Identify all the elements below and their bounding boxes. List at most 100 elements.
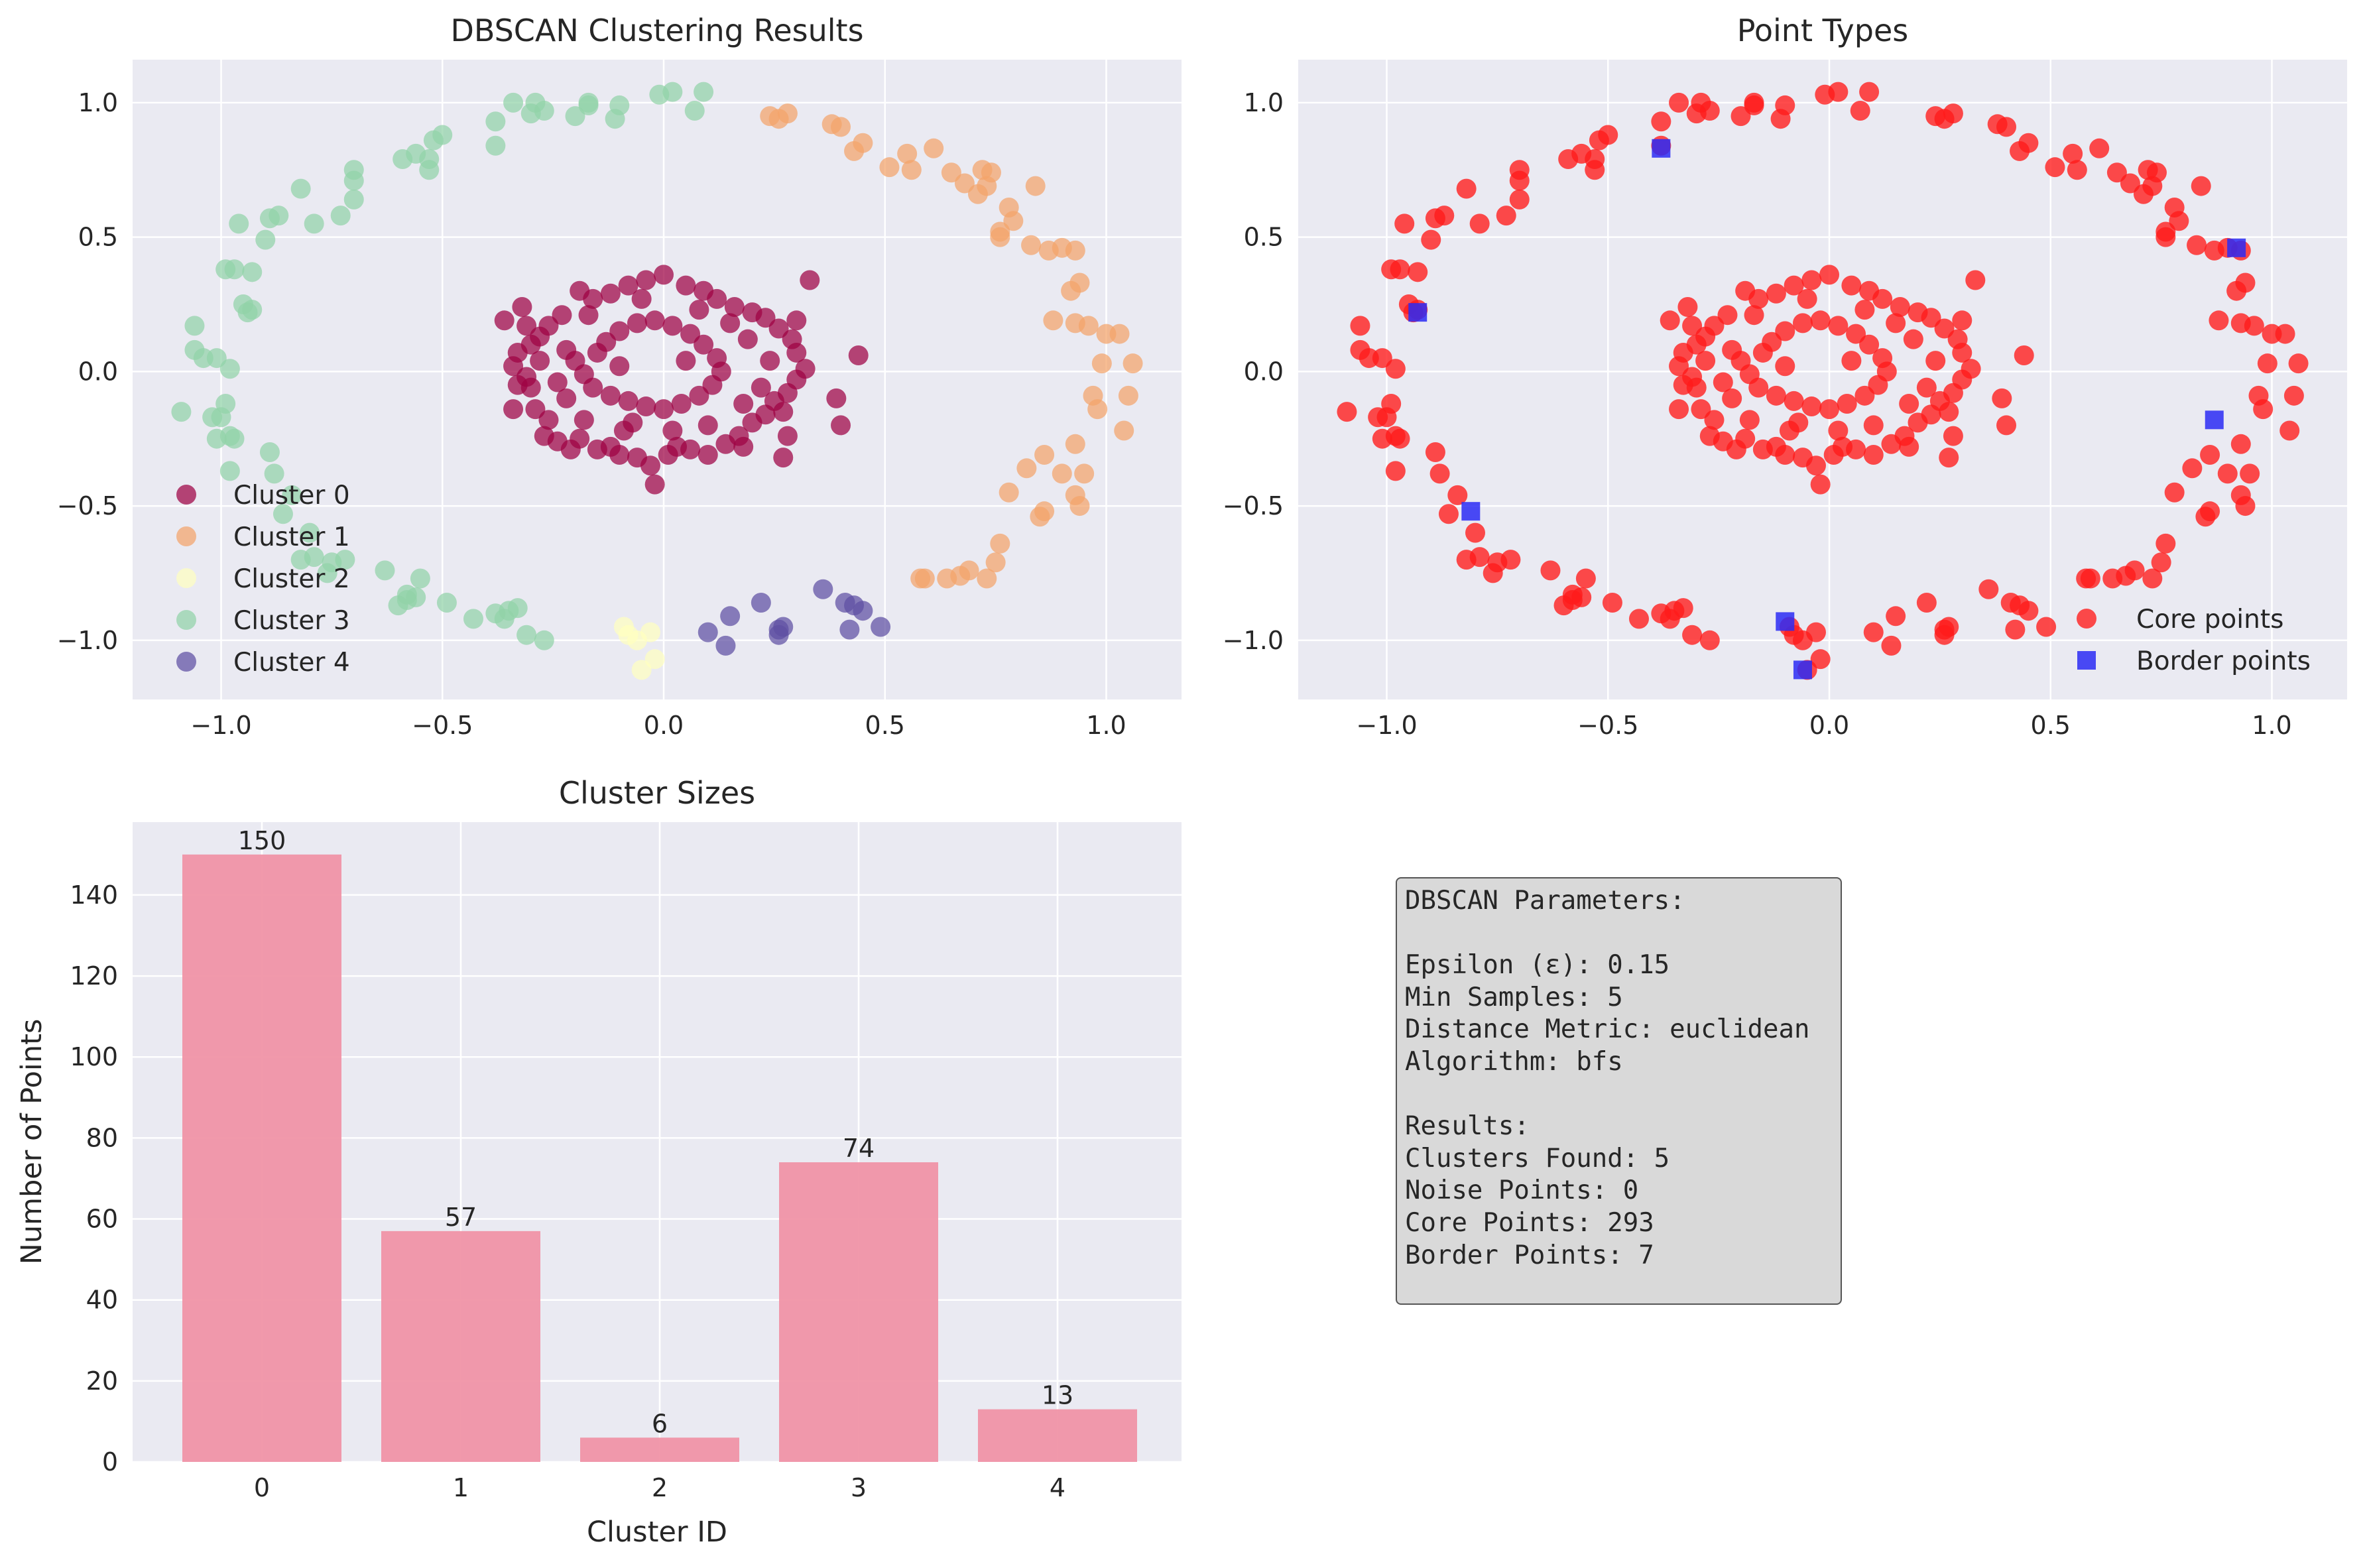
data-point <box>224 428 245 449</box>
legend-marker <box>176 568 196 588</box>
data-point <box>273 504 293 524</box>
data-point <box>583 377 603 398</box>
data-point <box>330 206 351 226</box>
data-point <box>600 283 621 304</box>
x-tick-label: 3 <box>851 1473 867 1502</box>
core-point <box>2235 496 2256 516</box>
core-point <box>1854 385 1875 406</box>
data-point <box>512 297 532 318</box>
clustering-results-chart: −1.0 −0.5 0.0 0.5 1.0 1.0 0.5 0.0 −0.5 −1.0 DBSCA… <box>57 13 1182 740</box>
y-tick-label: −0.5 <box>1223 491 1284 520</box>
core-point <box>1651 111 1671 132</box>
data-point <box>751 593 771 613</box>
bar <box>580 1437 739 1462</box>
data-point <box>698 415 718 436</box>
core-point <box>2102 568 2123 589</box>
core-point <box>1699 630 1720 650</box>
core-point <box>2142 568 2163 589</box>
core-point <box>1841 351 1862 371</box>
core-point <box>1660 310 1680 331</box>
data-point <box>1043 310 1063 331</box>
legend-marker <box>176 652 196 672</box>
core-point <box>1841 275 1862 296</box>
data-point <box>662 316 683 336</box>
data-point <box>689 385 709 406</box>
data-point <box>255 229 276 250</box>
y-tick-label: 0.5 <box>1244 223 1284 252</box>
data-point <box>410 568 430 589</box>
data-point <box>375 560 395 581</box>
data-point <box>1030 507 1050 527</box>
data-point <box>202 407 223 428</box>
data-point <box>343 189 364 210</box>
core-point <box>2151 552 2171 573</box>
chart-title: Point Types <box>1737 13 1908 48</box>
core-point <box>1978 579 1999 599</box>
data-point <box>676 275 696 296</box>
data-point <box>574 410 594 430</box>
data-point <box>826 388 847 408</box>
data-point <box>396 589 417 610</box>
core-point <box>1368 407 1388 428</box>
data-point <box>1034 445 1055 465</box>
core-point <box>1390 428 1410 449</box>
data-point <box>552 305 572 326</box>
scatter-points <box>171 82 1143 680</box>
data-point <box>831 117 851 137</box>
data-point <box>1065 434 1085 454</box>
legend-label: Cluster 3 <box>233 606 350 636</box>
legend-marker <box>2077 609 2096 629</box>
data-point <box>654 399 674 420</box>
data-point <box>534 630 554 650</box>
x-tick-label: 2 <box>652 1473 668 1502</box>
plot-area <box>133 60 1182 699</box>
data-point <box>720 313 741 333</box>
core-point <box>2067 160 2087 180</box>
core-point <box>1704 410 1725 430</box>
data-point <box>335 550 355 570</box>
data-point <box>631 288 652 309</box>
core-point <box>2080 568 2100 589</box>
core-point <box>1916 377 1937 398</box>
tick-labels: 0 20 40 60 80 100 120 140 0 1 2 3 4 <box>70 880 1065 1502</box>
core-point <box>1722 388 1742 408</box>
core-point <box>1881 635 1902 656</box>
core-point <box>2014 345 2034 366</box>
core-point <box>2182 458 2203 479</box>
data-point <box>520 103 541 124</box>
bar <box>381 1231 540 1462</box>
data-point <box>724 297 745 318</box>
data-point <box>999 482 1019 503</box>
x-tick-label: 0.0 <box>1809 711 1849 740</box>
scatter-points <box>1337 82 2309 680</box>
parameter-line: Clusters Found: 5 <box>1405 1143 1670 1174</box>
core-point <box>1394 213 1415 234</box>
data-point <box>715 635 736 656</box>
core-point <box>2005 619 2026 640</box>
data-point <box>578 305 599 326</box>
core-point <box>1408 262 1428 282</box>
data-point <box>393 149 413 170</box>
core-point <box>1691 399 1711 420</box>
core-point <box>1775 445 1795 465</box>
core-point <box>1850 101 1870 121</box>
bar-value-label: 150 <box>238 826 286 855</box>
data-point <box>507 375 528 395</box>
core-point <box>1686 103 1707 124</box>
core-point <box>1730 106 1751 127</box>
data-point <box>680 324 701 344</box>
core-point <box>1735 428 1756 449</box>
y-tick-label: 40 <box>86 1286 118 1315</box>
y-tick-label: 0 <box>102 1447 118 1477</box>
core-point <box>1801 270 1822 290</box>
legend-marker <box>176 526 196 546</box>
core-point <box>1447 485 1468 505</box>
data-point <box>853 601 873 621</box>
core-point <box>2235 272 2256 293</box>
core-point <box>2279 420 2300 441</box>
data-point <box>1025 176 1046 196</box>
core-point <box>1792 313 1813 333</box>
data-point <box>654 265 674 285</box>
bar-value-label: 13 <box>1042 1381 1073 1410</box>
bar <box>978 1409 1137 1462</box>
